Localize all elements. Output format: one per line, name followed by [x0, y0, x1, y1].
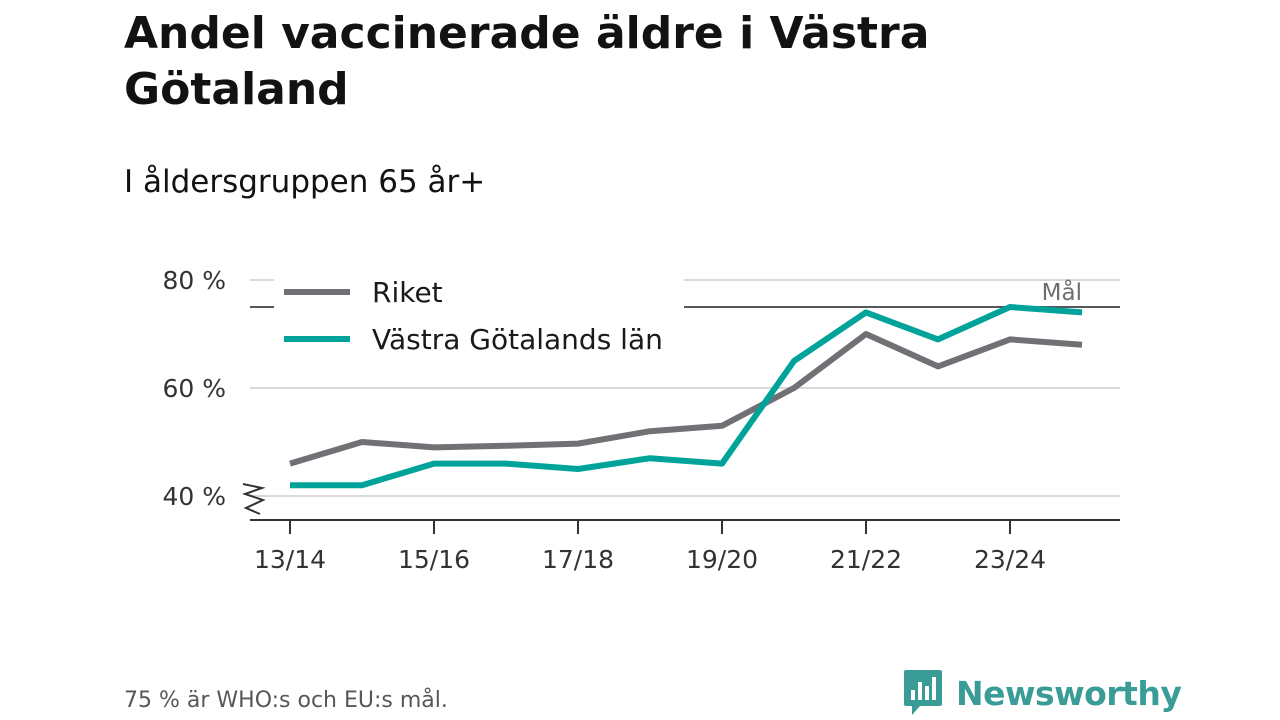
x-tick-label: 17/18: [542, 545, 614, 574]
chart-title: Andel vaccinerade äldre i Västra Götalan…: [124, 8, 930, 115]
y-tick-label: 60 %: [162, 374, 226, 403]
x-tick-label: 21/22: [830, 545, 902, 574]
series-line-vastra-gotaland: [290, 304, 1083, 489]
series-lines: [289, 304, 1083, 489]
x-tick-label: 13/14: [254, 545, 326, 574]
x-tick-label: 15/16: [398, 545, 470, 574]
x-tick-label: 23/24: [974, 545, 1046, 574]
legend-label: Riket: [372, 276, 443, 309]
newsworthy-logo-icon: [904, 670, 942, 715]
brand-name: Newsworthy: [956, 673, 1182, 713]
brand-logo: Newsworthy: [902, 668, 1182, 718]
legend: Riket Västra Götalands län: [274, 270, 684, 360]
axes: 40 % 60 % 80 % 13/14 15/16 17/18 19/20 21/22 23/…: [162, 266, 1120, 574]
legend-background: [274, 270, 684, 360]
x-tick-label: 19/20: [686, 545, 758, 574]
reference-line-label: Mål: [1042, 278, 1082, 306]
line-chart: Mål Riket Västra Götalands län 40 % 60 % 80…: [162, 266, 1120, 574]
y-tick-label: 80 %: [162, 266, 226, 295]
series-line-riket: [289, 331, 1083, 467]
axis-break-icon: [241, 483, 266, 515]
footnote: 75 % är WHO:s och EU:s mål.: [124, 688, 448, 713]
y-tick-label: 40 %: [162, 482, 226, 511]
legend-label: Västra Götalands län: [372, 323, 663, 356]
chart-subtitle: I åldersgruppen 65 år+: [124, 164, 486, 200]
